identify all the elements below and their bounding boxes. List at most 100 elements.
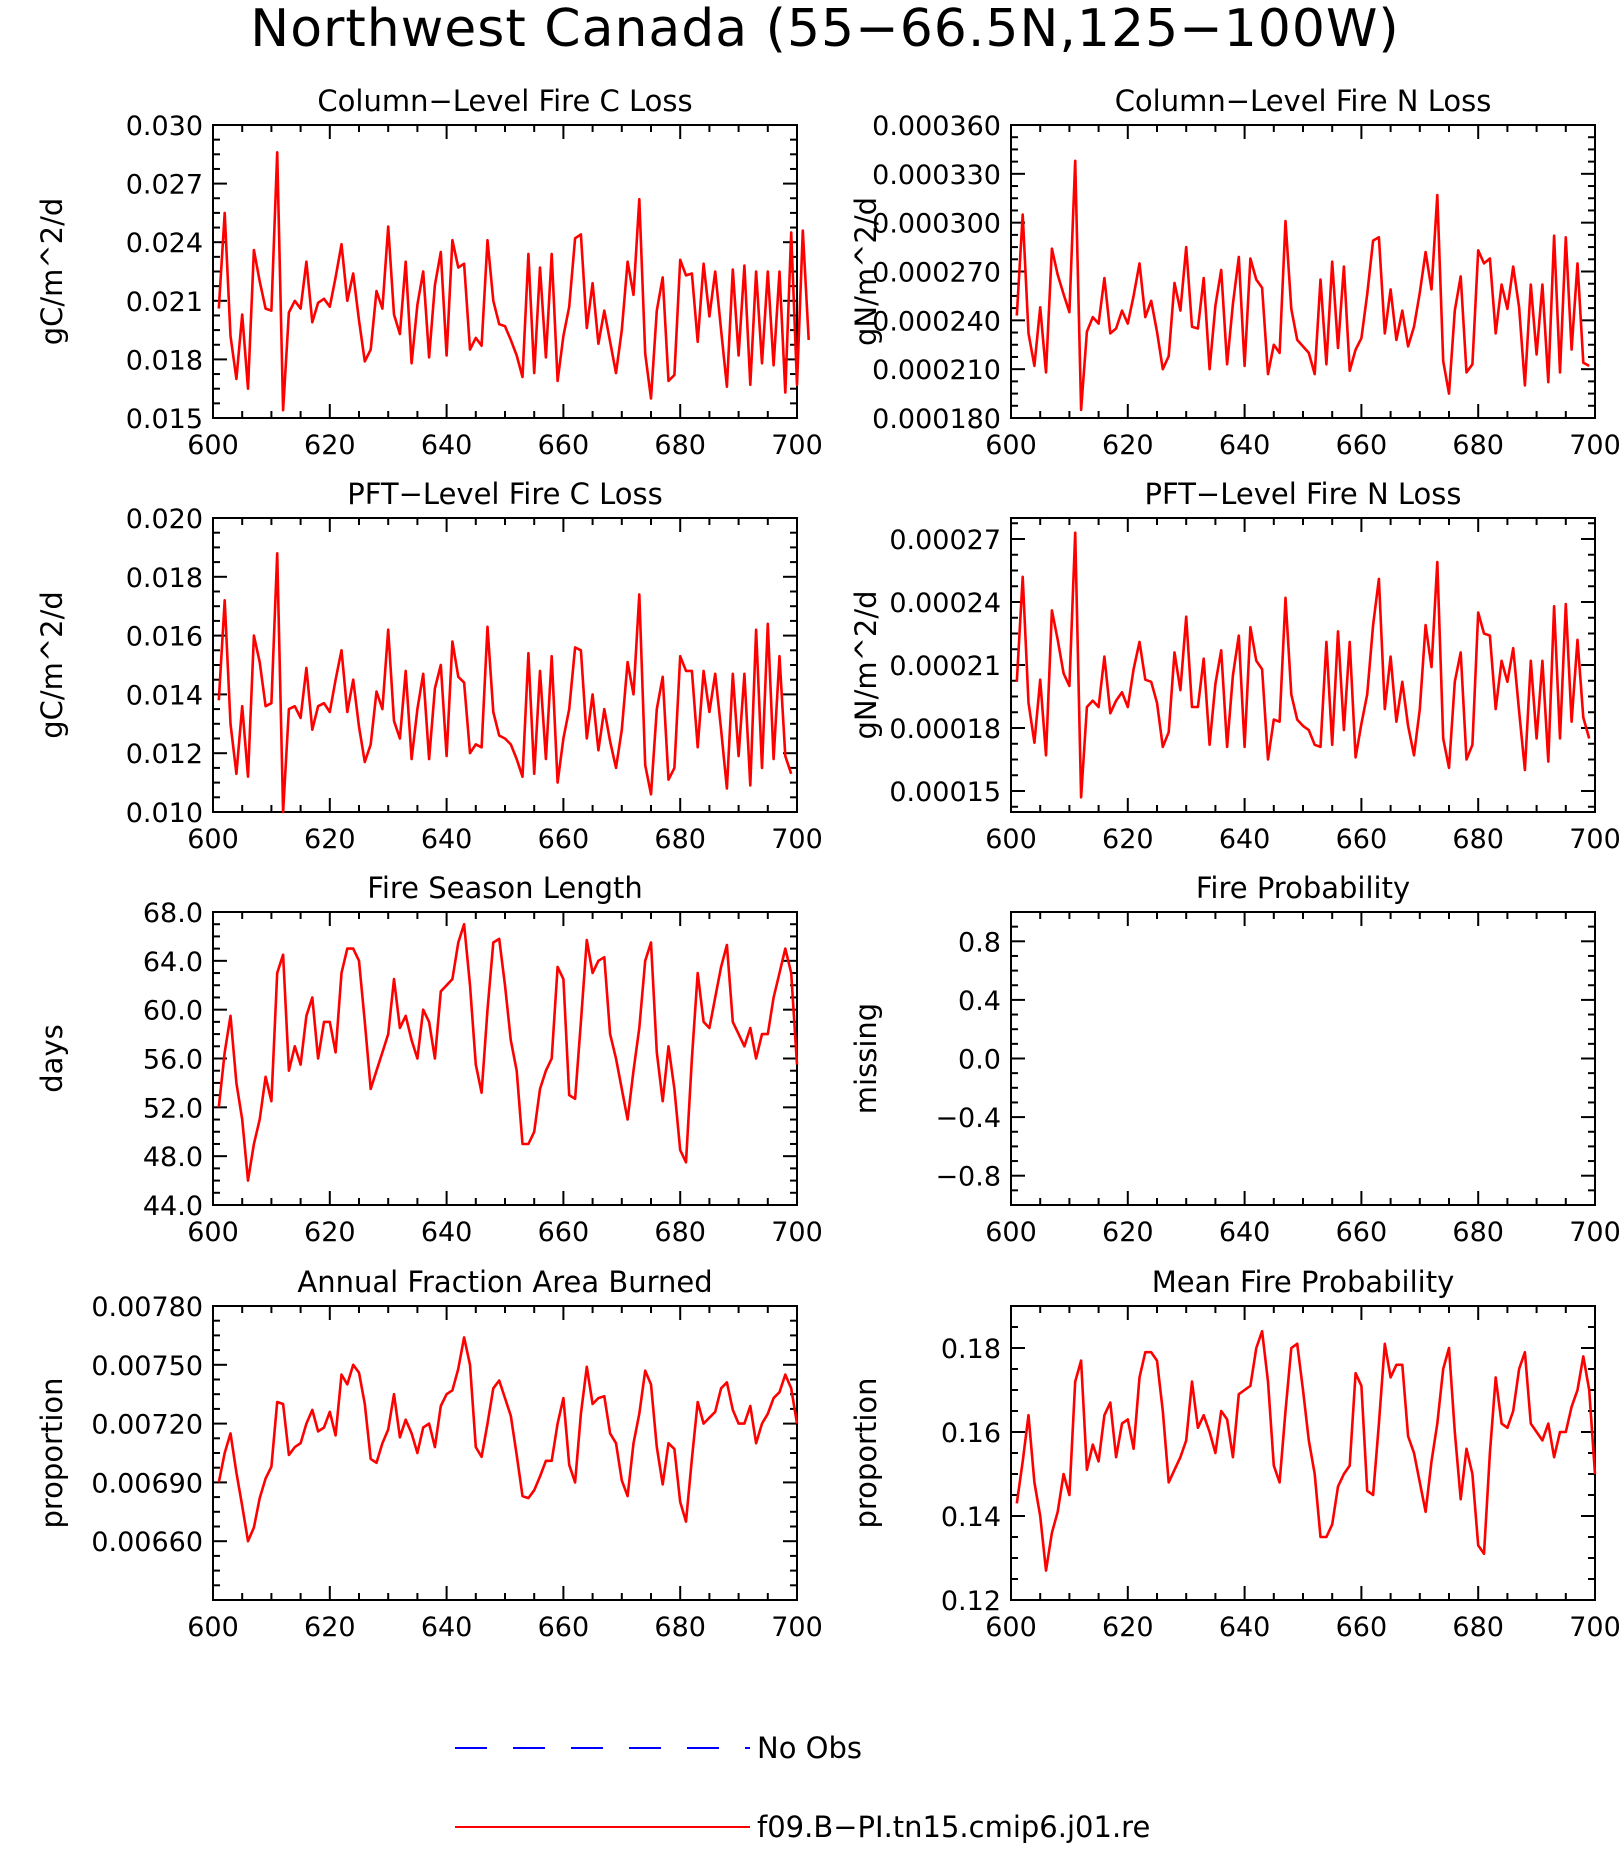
x-tick-label: 600 xyxy=(187,1217,239,1248)
x-tick-label: 640 xyxy=(1219,1217,1271,1248)
y-tick-label: 0.00024 xyxy=(889,588,1001,619)
x-tick-label: 600 xyxy=(187,1612,239,1643)
panel-5: 600 620 640 660 680 700 44.0 48.0 52.0 56.0 60.0 64… xyxy=(35,871,823,1248)
x-tick-label: 660 xyxy=(1336,824,1388,855)
plot-frame xyxy=(1010,911,1596,1206)
y-tick-label: 0.027 xyxy=(126,170,203,201)
y-tick-label: 0.030 xyxy=(126,111,203,142)
x-tick-label: 660 xyxy=(1336,1612,1388,1643)
panel-title: Annual Fraction Area Burned xyxy=(297,1265,712,1299)
x-tick-label: 620 xyxy=(304,824,356,855)
y-tick-label: 0.000270 xyxy=(872,258,1001,289)
y-tick-label: 0.021 xyxy=(126,287,203,318)
x-tick-label: 640 xyxy=(1219,430,1271,461)
panel-title: Mean Fire Probability xyxy=(1152,1265,1455,1299)
y-tick-label: 0.00018 xyxy=(889,714,1001,745)
x-tick-label: 600 xyxy=(187,430,239,461)
x-tick-label: 700 xyxy=(771,1217,823,1248)
x-tick-label: 680 xyxy=(1452,1217,1504,1248)
panel-7: 600 620 640 660 680 700 0.00660 0.00690 0.00720 0… xyxy=(35,1265,823,1643)
x-tick-label: 600 xyxy=(187,824,239,855)
y-tick-label: 0.12 xyxy=(941,1586,1001,1617)
x-tick-label: 640 xyxy=(421,430,473,461)
plot-frame xyxy=(1010,124,1596,419)
x-tick-label: 620 xyxy=(1102,1217,1154,1248)
x-tick-label: 700 xyxy=(1569,430,1621,461)
panel-3: 600 620 640 660 680 700 0.010 0.012 0.014 0.016 0.… xyxy=(35,477,823,855)
panel-title: Column−Level Fire N Loss xyxy=(1115,84,1492,118)
y-tick-label: 0.00021 xyxy=(889,651,1001,682)
y-tick-label: 0.00027 xyxy=(889,525,1001,556)
y-tick-label: 0.016 xyxy=(126,622,203,653)
y-tick-label: 0.00750 xyxy=(91,1351,203,1382)
x-tick-label: 620 xyxy=(1102,430,1154,461)
y-axis-label: proportion xyxy=(35,1377,69,1528)
x-tick-label: 660 xyxy=(538,430,590,461)
x-tick-label: 680 xyxy=(1452,430,1504,461)
y-tick-label: 0.000240 xyxy=(872,306,1001,337)
x-tick-label: 620 xyxy=(304,1612,356,1643)
y-tick-label: 0.000300 xyxy=(872,209,1001,240)
x-tick-label: 680 xyxy=(654,1612,706,1643)
x-tick-label: 620 xyxy=(1102,1612,1154,1643)
plot-frame xyxy=(1010,517,1596,813)
y-axis-label: proportion xyxy=(849,1377,883,1528)
y-tick-label: 0.020 xyxy=(126,504,203,535)
y-tick-label: 0.00015 xyxy=(889,777,1001,808)
panels: 600 620 640 660 680 700 0.015 0.018 0.021 0.024 0.… xyxy=(35,84,1621,1643)
y-axis-label: gC/m^2/d xyxy=(35,198,69,346)
y-tick-label: 60.0 xyxy=(143,996,203,1027)
series-line xyxy=(1015,531,1591,799)
panel-title: PFT−Level Fire C Loss xyxy=(347,477,663,511)
y-tick-label: 0.0 xyxy=(958,1045,1001,1076)
plot-frame xyxy=(212,1305,798,1601)
legend: No Obs f09.B−PI.tn15.cmip6.j01.re xyxy=(455,1731,1150,1844)
y-tick-label: 0.000210 xyxy=(872,355,1001,386)
y-tick-label: 0.4 xyxy=(958,986,1001,1017)
legend-model-label: f09.B−PI.tn15.cmip6.j01.re xyxy=(757,1810,1150,1844)
x-tick-label: 660 xyxy=(1336,430,1388,461)
y-axis-label: days xyxy=(35,1024,69,1092)
y-tick-label: 0.00660 xyxy=(91,1527,203,1558)
x-tick-label: 620 xyxy=(304,430,356,461)
y-tick-label: 0.000360 xyxy=(872,111,1001,142)
panel-6: 600 620 640 660 680 700 −0.8 −0.4 0.0 0.4 0.8 Fire … xyxy=(849,871,1621,1248)
y-tick-label: 0.000330 xyxy=(872,160,1001,191)
x-tick-label: 640 xyxy=(421,1612,473,1643)
panel-4: 600 620 640 660 680 700 0.00015 0.00018 0.00021 0… xyxy=(849,477,1621,855)
y-tick-label: 0.010 xyxy=(126,798,203,829)
x-tick-label: 600 xyxy=(985,1612,1037,1643)
x-tick-label: 640 xyxy=(421,824,473,855)
series-line xyxy=(217,151,810,412)
y-tick-label: 0.18 xyxy=(941,1334,1001,1365)
series-line xyxy=(1015,1329,1597,1572)
y-tick-label: 0.00690 xyxy=(91,1468,203,1499)
x-tick-label: 680 xyxy=(1452,1612,1504,1643)
y-tick-label: 0.00780 xyxy=(91,1292,203,1323)
y-tick-label: 0.14 xyxy=(941,1502,1001,1533)
x-tick-label: 660 xyxy=(538,1217,590,1248)
y-axis-label: gN/m^2/d xyxy=(849,590,883,739)
series-line xyxy=(217,551,793,814)
y-tick-label: 0.018 xyxy=(126,563,203,594)
plot-frame xyxy=(212,517,798,813)
y-tick-label: −0.8 xyxy=(935,1162,1001,1193)
x-tick-label: 600 xyxy=(985,824,1037,855)
y-tick-label: 0.16 xyxy=(941,1418,1001,1449)
panel-8: 600 620 640 660 680 700 0.12 0.14 0.16 0.18 Mean F… xyxy=(849,1265,1621,1643)
y-tick-label: 0.024 xyxy=(126,228,203,259)
x-tick-label: 640 xyxy=(1219,824,1271,855)
y-tick-label: −0.4 xyxy=(935,1103,1001,1134)
y-tick-label: 44.0 xyxy=(143,1191,203,1222)
series-line xyxy=(1015,159,1590,412)
series-line xyxy=(217,922,799,1182)
x-tick-label: 700 xyxy=(771,824,823,855)
y-tick-label: 68.0 xyxy=(143,898,203,929)
y-axis-label: gN/m^2/d xyxy=(849,197,883,346)
panel-title: Column−Level Fire C Loss xyxy=(317,84,692,118)
x-tick-label: 660 xyxy=(538,824,590,855)
x-tick-label: 640 xyxy=(421,1217,473,1248)
x-tick-label: 700 xyxy=(771,1612,823,1643)
panel-2: 600 620 640 660 680 700 0.000180 0.000210 0.0002… xyxy=(849,84,1621,461)
